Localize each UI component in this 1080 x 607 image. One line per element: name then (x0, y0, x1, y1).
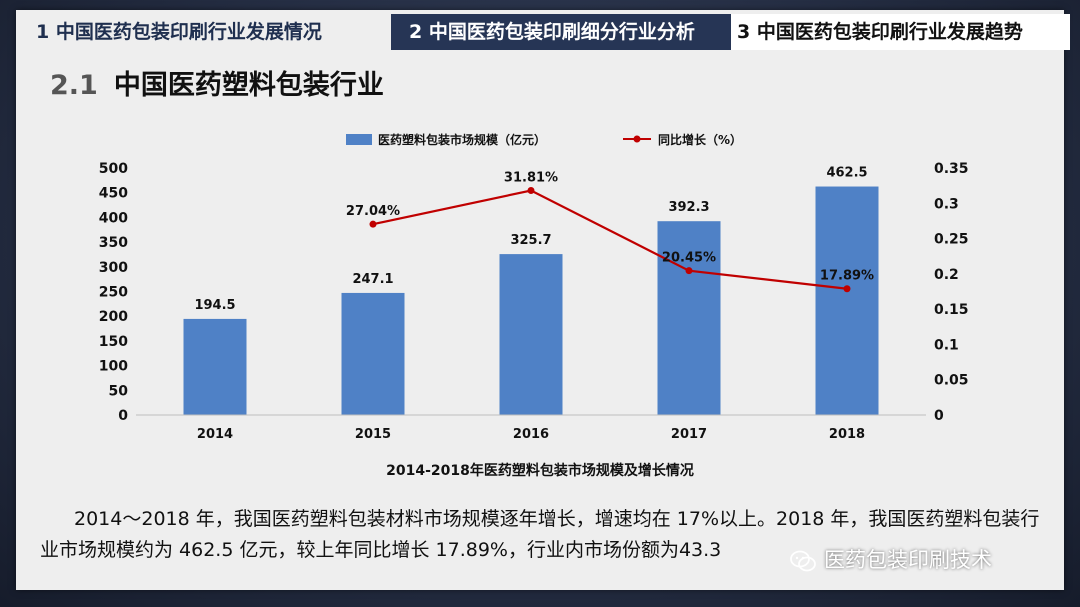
y-left-tick-label: 450 (99, 186, 128, 202)
y-right-tick-label: 0.25 (934, 232, 969, 248)
section-title-text: 中国医药塑料包装行业 (113, 70, 384, 101)
y-left-tick-label: 150 (99, 334, 128, 350)
legend-line-marker (633, 135, 641, 143)
legend-line-label: 同比增长（%） (658, 132, 742, 147)
y-right-tick-label: 0.05 (934, 373, 969, 389)
watermark: 医药包装印刷技术 (790, 544, 992, 576)
y-left-tick-label: 200 (99, 309, 128, 325)
section-number: 2.1 (50, 70, 98, 101)
bar-data-label: 392.3 (668, 200, 709, 215)
y-right-tick-label: 0.3 (934, 196, 959, 212)
growth-data-label: 20.45% (662, 251, 716, 266)
bar (657, 221, 721, 415)
y-left-tick-label: 500 (99, 161, 128, 177)
bar (183, 318, 247, 415)
tab-development-trend[interactable]: 3 中国医药包装印刷行业发展趋势 (731, 14, 1070, 50)
x-tick-label: 2016 (513, 427, 549, 442)
x-tick-label: 2018 (829, 427, 865, 442)
x-tick-label: 2014 (197, 427, 233, 442)
tab-industry-development[interactable]: 1 中国医药包装印刷行业发展情况 (36, 21, 322, 43)
bar-data-label: 325.7 (510, 233, 551, 248)
bar-data-label: 194.5 (194, 298, 235, 313)
y-right-tick-label: 0 (934, 408, 944, 424)
y-right-tick-label: 0.2 (934, 267, 959, 283)
y-right-tick-label: 0.35 (934, 161, 969, 177)
growth-point (369, 220, 377, 228)
x-tick-label: 2017 (671, 427, 707, 442)
growth-data-label: 31.81% (504, 171, 558, 186)
y-left-tick-label: 350 (99, 235, 128, 251)
growth-point (685, 267, 693, 275)
body-paragraph: 2014～2018 年，我国医药塑料包装材料市场规模逐年增长，增速均在 17%以… (40, 508, 1040, 561)
x-tick-label: 2015 (355, 427, 391, 442)
growth-point (527, 187, 535, 195)
combo-chart: 医药塑料包装市场规模（亿元） 同比增长（%） 0 50 100 150 200 250 300 3… (99, 132, 969, 442)
bar (499, 254, 563, 415)
growth-point (843, 285, 851, 293)
bar-data-label: 247.1 (352, 272, 393, 287)
tab-segment-analysis[interactable]: 2 中国医药包装印刷细分行业分析 (391, 14, 749, 50)
growth-data-label: 17.89% (820, 269, 874, 284)
y-left-tick-label: 0 (118, 408, 128, 424)
y-right-tick-label: 0.15 (934, 302, 969, 318)
chart-title: 2014-2018年医药塑料包装市场规模及增长情况 (386, 463, 694, 479)
y-right-tick-label: 0.1 (934, 337, 959, 353)
section-title: 2.1 中国医药塑料包装行业 (50, 66, 384, 106)
legend-bar-swatch (346, 134, 372, 145)
y-left-tick-label: 50 (109, 383, 129, 399)
bar-data-label: 462.5 (826, 166, 867, 181)
y-left-tick-label: 300 (99, 260, 128, 276)
growth-data-label: 27.04% (346, 204, 400, 219)
bar (815, 186, 879, 415)
legend-bar-label: 医药塑料包装市场规模（亿元） (378, 132, 546, 147)
y-left-tick-label: 250 (99, 285, 128, 301)
watermark-text: 医药包装印刷技术 (824, 548, 992, 572)
section-tabs: 1 中国医药包装印刷行业发展情况 2 中国医药包装印刷细分行业分析 3 中国医药… (16, 14, 1070, 50)
y-left-tick-label: 400 (99, 210, 128, 226)
wechat-icon (790, 550, 816, 572)
growth-line (372, 189, 848, 290)
bar (341, 292, 405, 415)
y-left-tick-label: 100 (99, 359, 128, 375)
